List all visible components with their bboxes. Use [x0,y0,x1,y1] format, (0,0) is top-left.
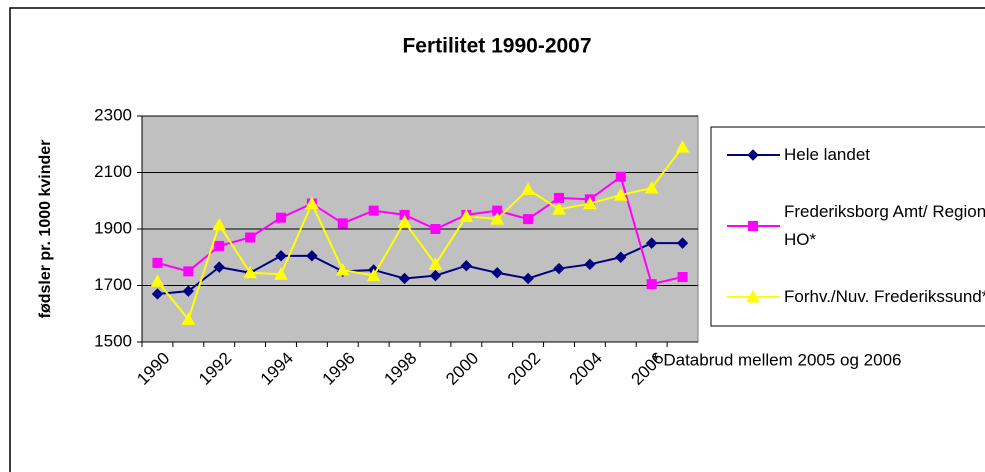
marker [459,209,474,222]
marker [150,274,165,287]
marker [428,257,443,270]
marker [584,258,596,271]
y-axis-label: fødsler pr. 1000 kvinder [37,140,54,319]
annotation: * Databrud mellem 2005 og 2006 [652,350,902,369]
y-tick-label: 1500 [94,331,132,350]
marker [552,202,566,215]
legend-marker [747,149,759,161]
legend-label: Frederiksborg Amt/ Region HO* [784,202,985,249]
marker [553,262,565,275]
legend-marker [746,289,760,303]
marker [430,224,441,234]
marker [677,272,688,283]
marker [275,250,287,262]
marker [214,240,225,251]
marker [646,279,657,290]
marker [460,260,473,272]
series-line [157,175,683,286]
marker [583,196,597,210]
legend-label: Hele landet [784,145,871,164]
marker [212,217,227,231]
marker [522,272,534,285]
marker [615,251,627,263]
marker [615,171,626,182]
marker [213,261,225,273]
y-tick-label: 1700 [94,275,132,294]
marker [182,285,195,297]
marker [366,268,381,282]
chart-title: Fertilitet 1990-2007 [402,35,591,58]
marker [521,182,535,195]
marker [243,265,257,279]
marker [152,257,163,268]
marker [183,266,194,277]
y-tick-label: 2100 [94,162,132,181]
marker [675,140,690,153]
marker [306,250,318,262]
marker [335,262,350,276]
legend-label: Forhv./Nuv. Frederikssund* [784,287,985,306]
marker [305,196,319,210]
marker [368,205,379,216]
marker [398,272,411,285]
marker [151,288,164,300]
marker [276,212,286,223]
marker [245,232,256,243]
marker [490,212,505,225]
marker [274,267,288,280]
marker [676,237,689,249]
marker [337,218,348,229]
marker [523,214,534,225]
marker [397,214,412,228]
marker [644,180,659,194]
y-tick-label: 2300 [94,105,132,124]
legend-marker [748,221,758,231]
marker [429,269,442,282]
y-tick-label: 1900 [94,218,132,237]
series-line [157,242,683,295]
marker [613,188,628,201]
marker [645,237,658,249]
marker [554,192,564,203]
series-line [156,146,684,322]
marker [491,267,503,279]
marker [181,312,196,325]
